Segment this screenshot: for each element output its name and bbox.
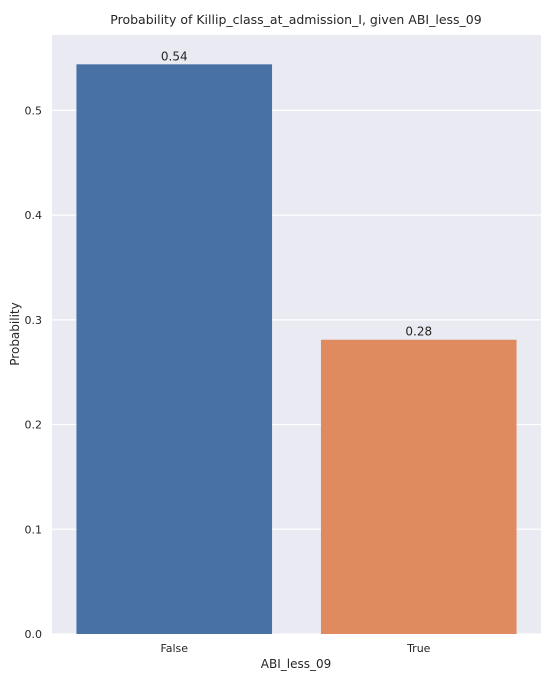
y-tick-label: 0.0 [25,628,43,641]
bar-false [76,64,273,635]
y-tick-label: 0.3 [25,314,43,327]
x-tick-label-false: False [160,642,188,655]
y-tick-label: 0.2 [25,419,43,432]
y-tick-label: 0.1 [25,523,43,536]
data-label-false: 0.54 [161,49,188,63]
data-label-true: 0.28 [405,325,432,339]
x-axis-label: ABI_less_09 [261,657,331,671]
y-axis-label: Probability [8,302,22,365]
bars [76,64,517,635]
data-labels: 0.54 0.28 [161,49,432,338]
x-tick-label-true: True [406,642,431,655]
chart-title: Probability of Killip_class_at_admission… [110,12,481,27]
y-tick-label: 0.5 [25,104,43,117]
y-tick-label: 0.4 [25,209,43,222]
y-tick-labels: 0.0 0.1 0.2 0.3 0.4 0.5 [25,104,43,641]
bar-true [320,339,517,634]
x-tick-labels: False True [160,642,430,655]
